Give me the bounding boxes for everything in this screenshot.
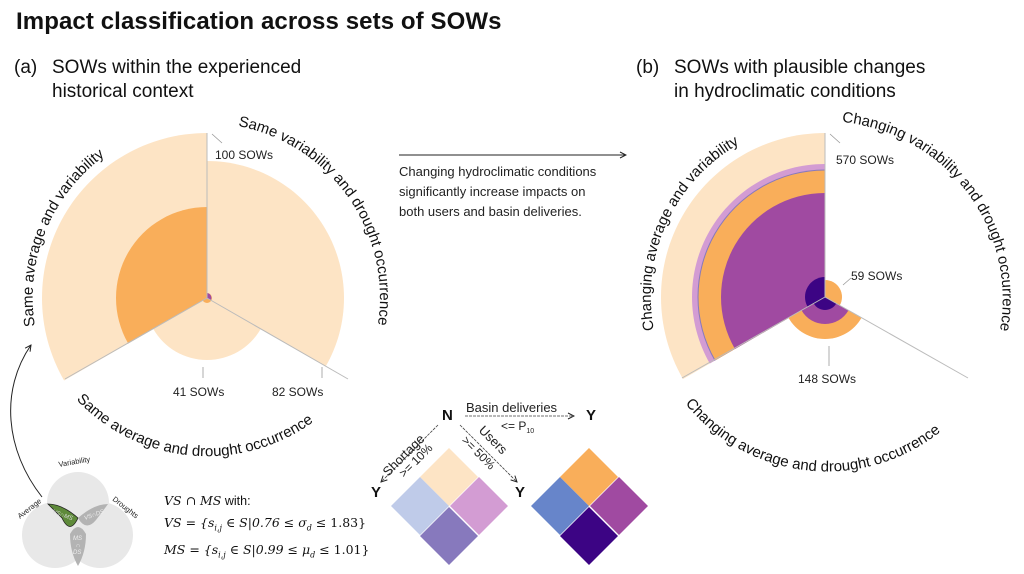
venn-region-ms-ds — [70, 527, 86, 566]
venn-region-vs-ms — [47, 503, 79, 527]
venn-ms-ds-mid: ∩ — [76, 543, 80, 549]
venn-ms-ds-bot: DS — [73, 550, 81, 556]
count-label-41: 41 SOWs — [173, 385, 224, 399]
legend-y-label-mid: Y — [515, 484, 525, 501]
svg-text:Same average and drought occur: Same average and drought occurrence — [73, 390, 316, 460]
legend-shortage-arrow — [381, 424, 439, 482]
venn-diagram: VS∩MS VS∩DS MS ∩ DS Variability Average … — [16, 455, 140, 568]
venn-region-vs-ds — [78, 504, 108, 526]
panel-b-rose: 570 SOWs 59 SOWs 148 SOWs Changing avera… — [638, 109, 1016, 475]
count-label-59: 59 SOWs — [851, 269, 902, 283]
formula-line3: MS = {si,j ∈ S|0.99 ≤ μd ≤ 1.01} — [164, 541, 370, 560]
count-label-82: 82 SOWs — [272, 385, 323, 399]
sector-name-b-bottom: Changing average and drought occurrence — [682, 395, 943, 475]
panel-b-label: (b) — [636, 57, 660, 78]
divider-b-right — [824, 296, 969, 379]
panel-b-title-line2: in hydroclimatic conditions — [674, 81, 896, 102]
sector-b-bottom-both-dark — [813, 297, 837, 310]
venn-label-variability: Variability — [58, 455, 91, 469]
legend-cell-none-dark — [560, 448, 618, 506]
panel-b-title: (b) SOWs with plausible changes in hydroc… — [636, 56, 925, 104]
venn-ms-ds-top: MS — [73, 536, 82, 542]
formula-line1: VS ∩ MS with: — [164, 493, 251, 508]
svg-text:Changing variability and droug: Changing variability and drought occurre… — [841, 109, 1015, 333]
leader-100 — [211, 133, 223, 144]
legend-y-label-left: Y — [371, 484, 381, 501]
callout-line1: Changing hydroclimatic conditions — [399, 164, 597, 179]
count-label-148: 148 SOWs — [798, 372, 856, 386]
panel-a-title-line2: historical context — [52, 81, 194, 102]
leader-570 — [829, 133, 841, 144]
sector-name-a-bottom: Same average and drought occurrence — [73, 390, 316, 460]
panel-a-title: (a) SOWs within the experienced historica… — [14, 56, 301, 104]
callout-text: Changing hydroclimatic conditions signif… — [399, 162, 596, 222]
legend-cell-basin-dark — [531, 477, 589, 535]
legend-basin-label: Basin deliveries — [466, 400, 558, 415]
sector-a-right-outer — [207, 161, 344, 367]
legend-users-arrow — [459, 424, 517, 482]
divider-a-right — [206, 297, 349, 380]
sector-name-b-right: Changing variability and drought occurre… — [841, 109, 1015, 333]
panel-a-label: (a) — [14, 57, 38, 78]
callout-line2: significantly increase impacts on — [399, 184, 586, 199]
venn-link-arrow — [10, 345, 43, 498]
panel-a-rose: 100 SOWs 41 SOWs 82 SOWs Same average an… — [20, 113, 393, 460]
divider-a-left — [64, 297, 208, 380]
impact-legend: N Y Y Y Basin deliveries <= P10 Shortage… — [371, 400, 648, 565]
subset-formula: VS ∩ MS with: VS = {si,j ∈ S|0.76 ≤ σd ≤… — [164, 490, 369, 565]
panel-a-title-line1: SOWs within the experienced — [52, 57, 302, 78]
formula-line2: VS = {si,j ∈ S|0.76 ≤ σd ≤ 1.83} — [164, 515, 367, 533]
leader-59 — [842, 277, 852, 286]
legend-n-label: N — [442, 407, 453, 424]
legend-y-label-right: Y — [586, 407, 596, 424]
legend-basin-threshold: <= P10 — [501, 419, 534, 435]
panel-b-title-line1: SOWs with plausible changes — [674, 57, 926, 78]
sector-a-left-inner — [115, 207, 207, 344]
sector-b-left-users-dark — [720, 193, 825, 349]
callout-line3: both users and basin deliveries. — [399, 204, 582, 219]
divider-b-left — [681, 296, 826, 379]
count-label-100: 100 SOWs — [215, 148, 273, 162]
legend-cell-basin-light — [391, 477, 449, 535]
legend-cell-users-dark — [590, 477, 648, 535]
figure-title: Impact classification across sets of SOW… — [16, 8, 502, 35]
svg-text:Changing average and drought o: Changing average and drought occurrence — [682, 395, 943, 475]
legend-dark-diamond — [531, 448, 648, 565]
count-label-570: 570 SOWs — [836, 153, 894, 167]
